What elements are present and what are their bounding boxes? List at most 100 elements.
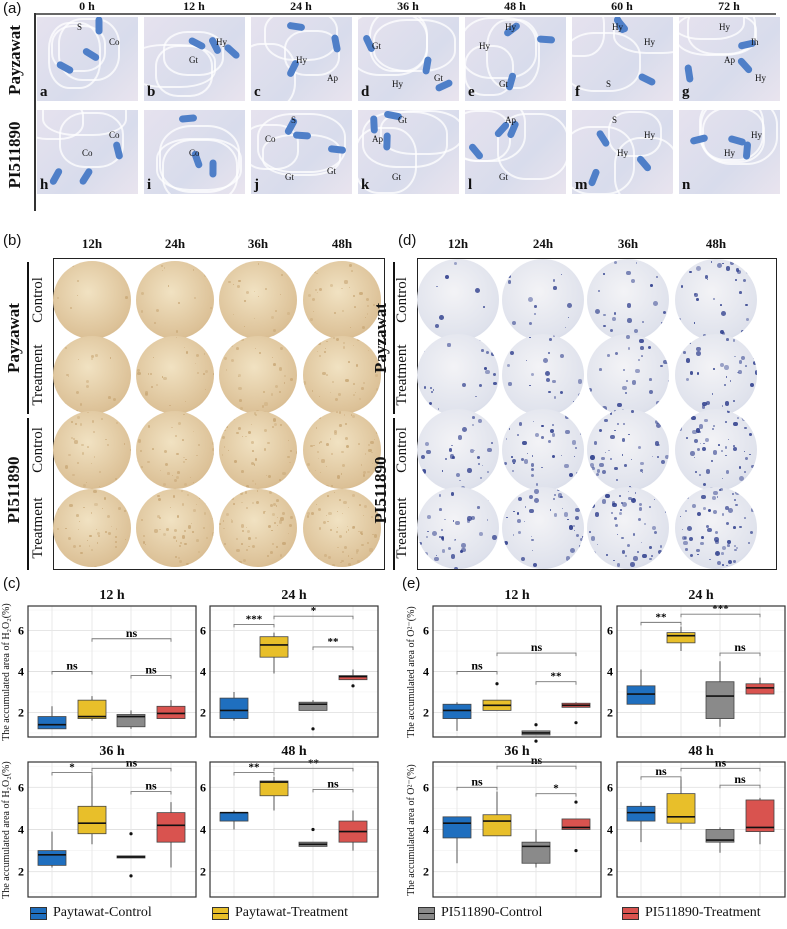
stain-spot: [597, 561, 603, 567]
box-1: [77, 699, 107, 719]
stain-spot: [181, 490, 184, 493]
leaf-disc: [587, 334, 669, 416]
stain-spot: [560, 273, 563, 276]
stain-spot: [666, 391, 669, 397]
stain-spot: [208, 402, 212, 405]
outlier-point: [574, 721, 578, 725]
stain-spot: [643, 522, 647, 526]
stain-spot: [82, 483, 87, 488]
stain-spot: [518, 530, 522, 534]
stain-spot: [454, 567, 459, 569]
stain-spot: [438, 535, 442, 539]
stain-spot: [510, 455, 513, 458]
stain-spot: [288, 412, 292, 414]
stain-spot: [450, 554, 456, 560]
stain-spot: [726, 409, 731, 413]
stain-spot: [236, 431, 239, 434]
stain-spot: [316, 350, 319, 353]
stain-spot: [336, 510, 339, 513]
structure-label: Ap: [372, 134, 383, 144]
leaf-disc: [587, 259, 669, 341]
leaf-disc: [675, 259, 757, 341]
stain-spot: [683, 541, 688, 546]
stain-spot: [210, 558, 214, 561]
leaf-disc: [136, 411, 214, 489]
stain-spot: [682, 529, 684, 531]
leaf-disc: [587, 409, 669, 491]
stain-spot: [713, 425, 716, 428]
stain-spot: [590, 455, 595, 460]
stain-spot: [621, 502, 624, 504]
stain-spot: [371, 516, 373, 518]
stain-spot: [339, 424, 342, 427]
stain-spot: [316, 292, 319, 294]
stain-spot: [366, 541, 369, 544]
stain-spot: [372, 463, 374, 465]
structure-label: Co: [265, 134, 276, 144]
stain-spot: [270, 315, 275, 320]
column-header: 36h: [247, 236, 269, 251]
spore: [536, 34, 555, 44]
stain-spot: [598, 495, 601, 498]
stain-spot: [342, 310, 345, 313]
stain-spot: [655, 422, 661, 428]
stain-spot: [238, 386, 242, 391]
significance-label: *: [553, 783, 559, 795]
stain-spot: [223, 446, 225, 448]
stain-spot: [310, 444, 313, 448]
stain-spot: [126, 393, 129, 396]
stain-spot: [712, 450, 718, 456]
stain-spot: [475, 395, 477, 398]
stain-spot: [141, 485, 143, 487]
stain-spot: [262, 511, 266, 514]
stain-spot: [311, 562, 314, 566]
stain-spot: [568, 525, 574, 530]
stain-spot: [718, 444, 721, 447]
stain-spot: [248, 431, 251, 435]
significance-bracket: [456, 786, 498, 791]
stain-spot: [722, 332, 725, 335]
stain-spot: [267, 441, 270, 445]
significance-label: ns: [126, 626, 138, 640]
stain-spot: [167, 472, 170, 475]
stain-spot: [507, 364, 511, 368]
stain-spot: [706, 401, 711, 406]
stain-spot: [513, 487, 518, 492]
stain-spot: [485, 369, 490, 375]
stain-spot: [485, 338, 490, 341]
stain-spot: [725, 454, 727, 457]
stain-spot: [651, 526, 656, 530]
structure-label: Hy: [644, 130, 655, 140]
stain-spot: [661, 334, 666, 340]
stain-spot: [263, 429, 267, 433]
stain-spot: [524, 506, 527, 509]
stain-spot: [531, 454, 534, 457]
stain-spot: [521, 556, 526, 562]
stain-spot: [365, 297, 369, 301]
y-tick-label: 2: [200, 865, 206, 879]
stain-spot: [684, 509, 688, 513]
stain-spot: [677, 426, 683, 431]
stain-spot: [565, 556, 571, 562]
legend-item: Paytawat-Treatment: [212, 905, 348, 921]
stain-spot: [608, 449, 610, 452]
stain-spot: [732, 445, 735, 448]
legend-item: PI511890-Control: [418, 905, 542, 921]
stain-spot: [530, 473, 535, 478]
stain-spot: [713, 368, 715, 370]
stain-spot: [516, 511, 520, 515]
stain-spot: [622, 385, 627, 390]
stain-spot: [436, 554, 438, 556]
box-0: [37, 716, 67, 730]
stain-spot: [94, 565, 98, 567]
stain-spot: [341, 559, 345, 563]
stain-spot: [679, 404, 681, 406]
stain-spot: [733, 525, 737, 529]
stain-spot: [619, 509, 622, 512]
stain-spot: [195, 354, 199, 358]
stain-spot: [513, 462, 516, 465]
stain-spot: [177, 557, 180, 560]
significance-label: **: [551, 671, 563, 683]
